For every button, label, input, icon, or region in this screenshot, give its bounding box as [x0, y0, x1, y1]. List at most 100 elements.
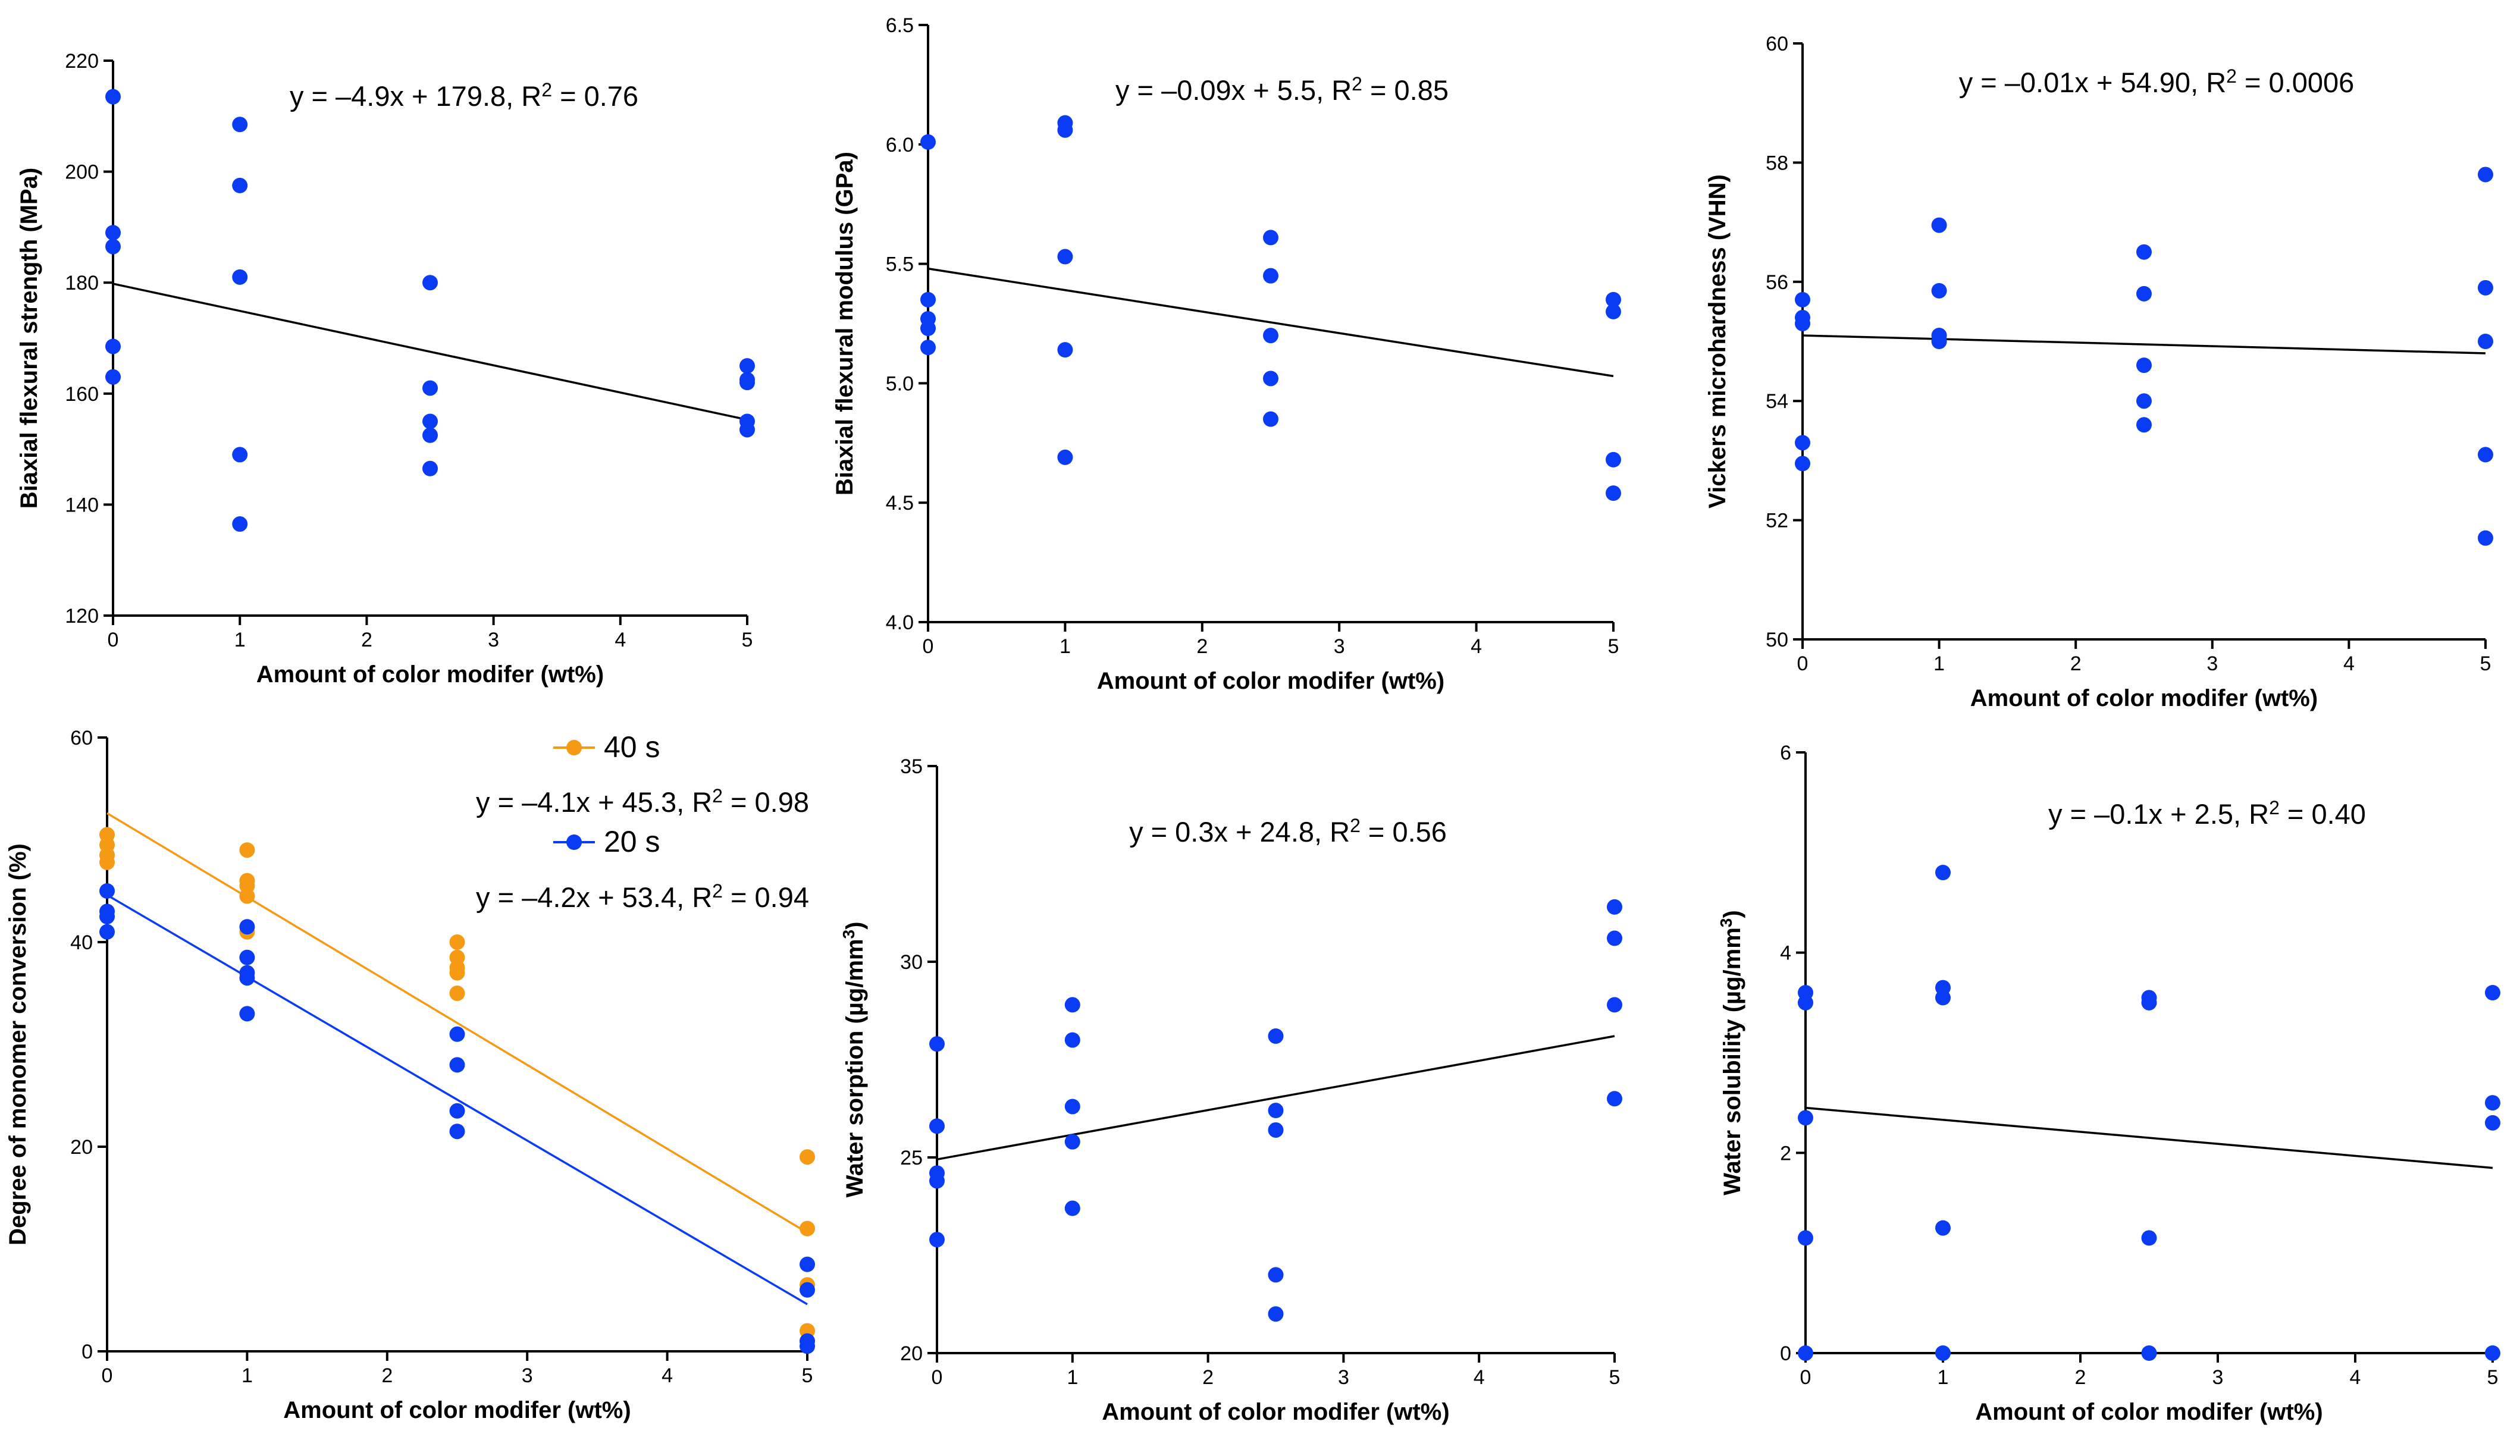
- data-point: [800, 1256, 815, 1272]
- data-point: [800, 1149, 815, 1165]
- y-axis-title-main: Biaxial flexural strength (MPa): [16, 168, 42, 509]
- data-point: [422, 413, 438, 429]
- x-axis-title: Amount of color modifer (wt%): [1102, 1399, 1449, 1425]
- data-point: [105, 89, 121, 105]
- regression-equation-superscript: 2: [541, 79, 552, 101]
- data-point: [739, 375, 755, 391]
- x-tick-label: 1: [1067, 1366, 1078, 1389]
- x-tick-label: 5: [802, 1364, 813, 1387]
- regression-equation-main: y = –0.01x + 54.90, R: [1959, 67, 2226, 98]
- regression-line: [106, 894, 808, 1306]
- x-tick-label: 0: [108, 629, 119, 651]
- x-tick-label: 0: [1800, 1366, 1811, 1389]
- data-point: [99, 883, 115, 899]
- y-tick-label: 60: [70, 727, 93, 749]
- data-point: [739, 358, 755, 374]
- data-point: [1798, 994, 1813, 1011]
- data-point: [105, 239, 121, 255]
- panel-microhardness: 50 52 54 56 58 60 0 1 2 3 4 5 Amount of color modife…: [1704, 33, 2493, 711]
- data-point: [2136, 417, 2152, 433]
- legend-equation-tail: = 0.98: [723, 786, 809, 818]
- data-point: [920, 321, 936, 337]
- regression-equation-main: y = 0.3x + 24.8, R: [1129, 816, 1350, 848]
- data-point: [1268, 1267, 1284, 1283]
- data-point: [1268, 1028, 1284, 1044]
- data-point: [449, 1026, 465, 1042]
- y-tick-label: 20: [70, 1136, 93, 1159]
- x-tick-label: 2: [361, 629, 372, 651]
- data-point: [1798, 1345, 1813, 1361]
- x-tick-label: 2: [2075, 1366, 2086, 1389]
- data-point: [1931, 217, 1947, 233]
- data-point: [2485, 1115, 2500, 1131]
- data-point: [239, 919, 255, 935]
- legend-label: 20 s: [604, 825, 660, 858]
- y-axis-title: Degree of monomer conversion (%): [5, 843, 31, 1245]
- legend-equation-tail: = 0.94: [723, 881, 809, 913]
- data-point: [232, 447, 248, 463]
- y-axis-title-main: Biaxial flexural modulus (GPa): [832, 152, 858, 495]
- regression-equation-tail: = 0.40: [2280, 798, 2366, 830]
- y-axis-title-tail: ): [1719, 910, 1745, 918]
- data-point: [422, 380, 438, 396]
- y-axis-title: Water solubility (µg/mm3): [1717, 910, 1745, 1195]
- y-tick-label: 2: [1780, 1142, 1791, 1165]
- data-point: [1057, 342, 1073, 358]
- data-point: [2136, 393, 2152, 409]
- x-tick-label: 1: [1060, 635, 1071, 658]
- data-point: [239, 842, 255, 858]
- data-point: [2478, 447, 2493, 463]
- x-tick-label: 4: [615, 629, 626, 651]
- regression-equation: y = 0.3x + 24.8, R2 = 0.56: [1129, 815, 1447, 848]
- data-point: [1606, 291, 1621, 307]
- data-point: [99, 924, 115, 940]
- data-point: [1263, 230, 1278, 246]
- data-point: [1268, 1306, 1284, 1322]
- data-point: [1057, 122, 1073, 138]
- legend-swatch-marker: [566, 834, 582, 850]
- y-axis-title-superscript: 3: [839, 930, 858, 939]
- data-point: [449, 965, 465, 981]
- regression-line: [1805, 1106, 2493, 1169]
- x-tick-label: 3: [1338, 1366, 1349, 1389]
- data-point: [1607, 899, 1622, 915]
- data-point: [929, 1036, 945, 1052]
- regression-equation-main: y = –4.9x + 179.8, R: [290, 80, 541, 112]
- regression-equation-tail: = 0.56: [1361, 816, 1447, 848]
- x-tick-label: 2: [381, 1364, 393, 1387]
- data-point: [1795, 315, 1810, 331]
- legend-equation-main: y = –4.2x + 53.4, R: [476, 881, 712, 913]
- regression-equation-superscript: 2: [2269, 797, 2280, 818]
- data-point: [105, 369, 121, 385]
- regression-equation: y = –0.1x + 2.5, R2 = 0.40: [2048, 797, 2366, 830]
- data-point: [239, 888, 255, 904]
- data-point: [1931, 334, 1947, 349]
- data-point: [1064, 1134, 1080, 1150]
- y-tick-label: 4.5: [886, 492, 914, 514]
- x-axis-title: Amount of color modifer (wt%): [1970, 685, 2318, 711]
- y-axis-title: Water sorption (µg/mm3): [839, 922, 868, 1198]
- data-point: [1931, 283, 1947, 299]
- data-point: [1795, 291, 1810, 307]
- regression-line: [1802, 334, 2486, 354]
- data-point: [1607, 930, 1622, 946]
- x-tick-label: 1: [234, 629, 246, 651]
- legend-equation-superscript: 2: [712, 785, 723, 807]
- regression-line: [106, 812, 808, 1234]
- y-tick-label: 50: [1766, 629, 1788, 651]
- data-point: [2141, 994, 2157, 1011]
- regression-equation-tail: = 0.76: [552, 80, 638, 112]
- data-point: [105, 338, 121, 354]
- x-tick-label: 3: [522, 1364, 533, 1387]
- data-point: [1064, 1099, 1080, 1115]
- data-point: [2485, 985, 2500, 1000]
- y-tick-label: 0: [82, 1341, 93, 1363]
- data-point: [1606, 451, 1621, 467]
- x-tick-label: 2: [1202, 1366, 1214, 1389]
- x-tick-label: 4: [1471, 635, 1482, 658]
- data-point: [739, 422, 755, 438]
- x-tick-label: 4: [662, 1364, 673, 1387]
- data-point: [1607, 997, 1622, 1013]
- data-point: [1795, 435, 1810, 451]
- y-tick-label: 220: [65, 50, 99, 73]
